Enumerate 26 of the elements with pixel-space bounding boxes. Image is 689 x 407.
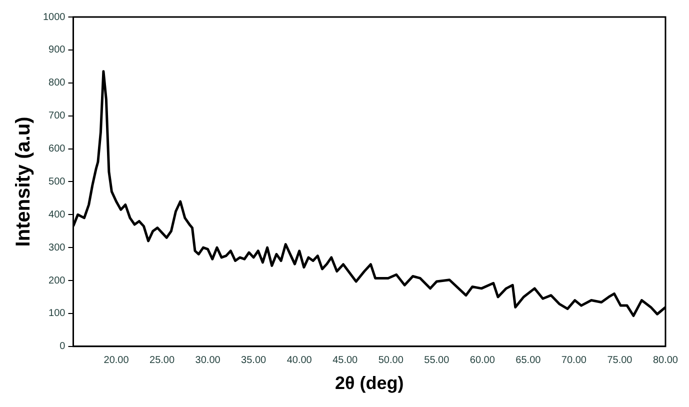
x-tick-label: 30.00 <box>195 355 221 366</box>
x-tick-label: 20.00 <box>104 355 130 366</box>
x-tick-label: 50.00 <box>378 355 404 366</box>
y-tick-label: 500 <box>48 176 66 188</box>
x-tick-label: 35.00 <box>241 355 267 366</box>
x-tick-label: 45.00 <box>332 355 358 366</box>
y-axis-title: Intensity (a.u) <box>12 116 35 247</box>
x-tick-label: 40.00 <box>286 355 312 366</box>
y-tick-label: 600 <box>48 144 66 155</box>
y-tick-label: 1000 <box>42 12 66 23</box>
y-tick-label: 700 <box>48 110 66 122</box>
x-tick-label: 65.00 <box>516 355 542 366</box>
x-tick-label: 70.00 <box>561 355 587 366</box>
y-tick-label: 900 <box>48 44 66 56</box>
y-tick-label: 0 <box>60 341 66 352</box>
x-tick-label: 80.00 <box>652 355 678 366</box>
x-axis-title: 2θ (deg) <box>335 373 404 394</box>
y-tick-label: 200 <box>48 275 66 286</box>
y-tick-label: 400 <box>48 209 66 220</box>
y-tick-label: 100 <box>48 308 66 320</box>
x-tick-label: 55.00 <box>424 355 450 366</box>
y-tick-label: 800 <box>48 78 66 89</box>
x-tick-label: 25.00 <box>150 355 175 366</box>
x-tick-label: 75.00 <box>607 355 633 366</box>
x-tick-label: 60.00 <box>470 355 496 366</box>
y-tick-label: 300 <box>48 242 66 254</box>
